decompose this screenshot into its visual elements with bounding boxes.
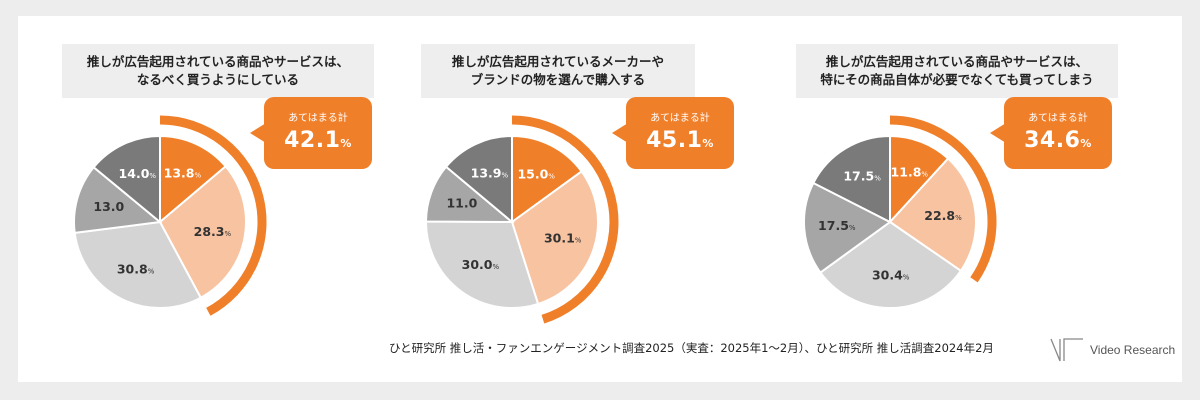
chart-3-label-4: 17.5% bbox=[818, 218, 856, 233]
chart-1-slice-3 bbox=[73, 220, 203, 309]
chart-1-label-2: 28.3% bbox=[194, 224, 232, 239]
chart-2-title: 推しが広告起用されているメーカーや ブランドの物を選んで購入する bbox=[421, 44, 695, 98]
chart-2-callout: あてはまる計 45.1% bbox=[612, 97, 734, 169]
chart-3-title-line-2: 特にその商品自体が必要でなくても買ってしまう bbox=[820, 72, 1094, 87]
source-note: ひと研究所 推し活・ファンエンゲージメント調査2025（実査：2025年1～2月… bbox=[389, 341, 994, 355]
callout-value: 45.1% bbox=[646, 128, 714, 153]
chart-3-label-5: 17.5% bbox=[843, 169, 881, 184]
callout-label: あてはまる計 bbox=[1028, 113, 1088, 124]
callout-label: あてはまる計 bbox=[288, 113, 348, 124]
chart-1-slice-2 bbox=[158, 165, 247, 300]
chart-1-label-1: 13.8% bbox=[164, 166, 202, 181]
chart-3-label-1: 11.8% bbox=[891, 164, 929, 179]
chart-2-label-3: 30.0% bbox=[462, 257, 500, 272]
chart-2-title-line-1: 推しが広告起用されているメーカーや bbox=[451, 54, 665, 69]
brand-logo: Video Research bbox=[1050, 337, 1175, 363]
chart-3-label-2: 22.8% bbox=[924, 208, 962, 223]
chart-3-slice-4 bbox=[803, 181, 892, 274]
callout-pointer bbox=[612, 123, 628, 143]
chart-2-slice-2 bbox=[510, 170, 599, 306]
callout-pointer bbox=[990, 123, 1006, 143]
chart-1-title-line-1: 推しが広告起用されている商品やサービスは、 bbox=[86, 54, 350, 69]
chart-2-label-2: 30.1% bbox=[544, 231, 582, 246]
chart-2-label-1: 15.0% bbox=[517, 167, 555, 182]
chart-3-slice-3 bbox=[819, 220, 963, 309]
chart-3-agree-arc bbox=[889, 115, 997, 283]
chart-3-slice-1 bbox=[889, 134, 950, 225]
chart-2-slice-1 bbox=[511, 134, 583, 224]
chart-1-label-3: 30.8% bbox=[117, 261, 155, 276]
chart-3-slice-5 bbox=[812, 134, 891, 224]
callout-label: あてはまる計 bbox=[650, 113, 710, 124]
callout-value: 42.1% bbox=[284, 128, 352, 153]
chart-2-label-4: 11.0 bbox=[446, 196, 477, 211]
chart-2-slice-3 bbox=[424, 220, 540, 309]
chart-2-title-line-2: ブランドの物を選んで購入する bbox=[470, 72, 646, 87]
chart-3-title: 推しが広告起用されている商品やサービスは、 特にその商品自体が必要でなくても買っ… bbox=[796, 44, 1118, 98]
chart-1-title-line-2: なるべく買うようにしている bbox=[136, 72, 300, 87]
chart-3-label-3: 30.4% bbox=[872, 267, 910, 282]
callout-value: 34.6% bbox=[1024, 128, 1092, 153]
chart-1-slice-5 bbox=[92, 134, 161, 225]
chart-3-slice-2 bbox=[888, 157, 977, 273]
brand-name: Video Research bbox=[1090, 343, 1176, 357]
chart-1-slice-4 bbox=[73, 165, 163, 235]
chart-2-slice-5 bbox=[444, 134, 513, 225]
chart-1-callout: あてはまる計 42.1% bbox=[250, 97, 372, 169]
brand-mark-icon bbox=[1050, 338, 1083, 362]
chart-1-label-4: 13.0 bbox=[93, 199, 124, 214]
chart-3-callout: あてはまる計 34.6% bbox=[990, 97, 1112, 169]
chart-1-label-5: 14.0% bbox=[119, 166, 157, 181]
chart-3-title-line-1: 推しが広告起用されている商品やサービスは、 bbox=[825, 54, 1089, 69]
chart-1-agree-arc bbox=[159, 115, 267, 316]
chart-1-title: 推しが広告起用されている商品やサービスは、 なるべく買うようにしている bbox=[62, 44, 374, 98]
callout-pointer bbox=[250, 123, 266, 143]
chart-2-agree-arc bbox=[511, 115, 619, 324]
chart-1-slice-1 bbox=[159, 134, 228, 225]
chart-2-label-5: 13.9% bbox=[471, 166, 509, 181]
